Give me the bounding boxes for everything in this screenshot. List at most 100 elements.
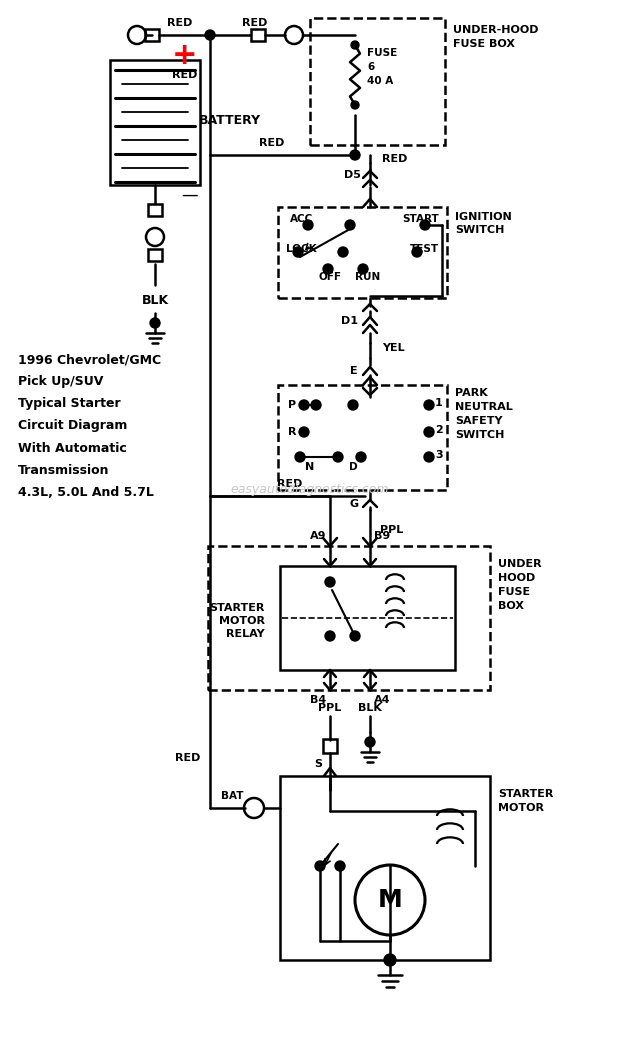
Text: R: R bbox=[288, 427, 296, 437]
Bar bbox=[148, 204, 162, 216]
Text: RUN: RUN bbox=[355, 272, 381, 282]
Text: HOOD: HOOD bbox=[498, 573, 535, 583]
Text: D5: D5 bbox=[344, 170, 360, 180]
Circle shape bbox=[351, 41, 359, 49]
Circle shape bbox=[384, 954, 396, 966]
Circle shape bbox=[350, 631, 360, 641]
Text: RED: RED bbox=[260, 138, 285, 148]
Text: BOX: BOX bbox=[498, 601, 524, 610]
Text: ACC: ACC bbox=[290, 214, 313, 224]
Text: 6: 6 bbox=[367, 62, 375, 72]
Circle shape bbox=[338, 246, 348, 257]
Circle shape bbox=[412, 246, 422, 257]
Circle shape bbox=[150, 318, 160, 328]
Text: Typical Starter: Typical Starter bbox=[18, 397, 121, 411]
Text: 1996 Chevrolet/GMC: 1996 Chevrolet/GMC bbox=[18, 354, 161, 366]
Text: RED: RED bbox=[167, 18, 193, 28]
Text: —: — bbox=[182, 186, 198, 204]
Text: MOTOR: MOTOR bbox=[498, 803, 544, 813]
Text: With Automatic: With Automatic bbox=[18, 442, 127, 454]
Text: START: START bbox=[402, 214, 439, 224]
Circle shape bbox=[293, 246, 303, 257]
Text: Circuit Diagram: Circuit Diagram bbox=[18, 419, 127, 433]
Text: SWITCH: SWITCH bbox=[455, 430, 504, 440]
Text: PARK: PARK bbox=[455, 388, 488, 398]
Circle shape bbox=[205, 30, 215, 40]
Circle shape bbox=[323, 264, 333, 274]
Text: MOTOR: MOTOR bbox=[219, 616, 265, 626]
Text: D1: D1 bbox=[342, 316, 358, 326]
Circle shape bbox=[420, 220, 430, 230]
Circle shape bbox=[351, 101, 359, 109]
Circle shape bbox=[333, 452, 343, 462]
Text: UNDER: UNDER bbox=[498, 560, 541, 569]
Bar bbox=[145, 29, 159, 41]
Circle shape bbox=[311, 400, 321, 410]
Bar bbox=[323, 739, 337, 753]
Text: STARTER: STARTER bbox=[210, 603, 265, 613]
Text: OFF: OFF bbox=[318, 272, 342, 282]
Text: 1: 1 bbox=[435, 398, 443, 408]
Circle shape bbox=[424, 452, 434, 462]
Text: LOCK: LOCK bbox=[286, 244, 316, 254]
Text: BLK: BLK bbox=[358, 703, 382, 713]
Text: UNDER-HOOD: UNDER-HOOD bbox=[453, 25, 538, 35]
Circle shape bbox=[325, 577, 335, 587]
Text: N: N bbox=[305, 462, 315, 472]
Bar bbox=[280, 566, 455, 670]
Text: RED: RED bbox=[382, 154, 407, 164]
Circle shape bbox=[299, 400, 309, 410]
Text: TEST: TEST bbox=[410, 244, 439, 254]
Circle shape bbox=[315, 861, 325, 872]
Text: FUSE BOX: FUSE BOX bbox=[453, 38, 515, 49]
Circle shape bbox=[335, 861, 345, 872]
Text: Pick Up/SUV: Pick Up/SUV bbox=[18, 375, 103, 389]
Circle shape bbox=[325, 631, 335, 641]
Bar bbox=[310, 18, 445, 145]
Bar bbox=[280, 776, 490, 960]
Text: G: G bbox=[349, 499, 358, 509]
Text: B4: B4 bbox=[310, 695, 326, 705]
Text: STARTER: STARTER bbox=[498, 789, 553, 799]
Text: PPL: PPL bbox=[380, 525, 404, 535]
Bar bbox=[251, 29, 265, 41]
Text: A9: A9 bbox=[310, 531, 326, 541]
Text: YEL: YEL bbox=[382, 343, 405, 353]
Text: BAT: BAT bbox=[221, 791, 243, 801]
Text: RED: RED bbox=[172, 70, 198, 80]
Text: D: D bbox=[349, 462, 357, 472]
Text: RELAY: RELAY bbox=[226, 629, 265, 639]
Circle shape bbox=[299, 427, 309, 437]
Circle shape bbox=[358, 264, 368, 274]
Text: FUSE: FUSE bbox=[367, 48, 397, 58]
Circle shape bbox=[424, 427, 434, 437]
Circle shape bbox=[345, 220, 355, 230]
Circle shape bbox=[295, 452, 305, 462]
Text: Transmission: Transmission bbox=[18, 464, 109, 476]
Text: SWITCH: SWITCH bbox=[455, 225, 504, 235]
Circle shape bbox=[348, 400, 358, 410]
Text: SAFETY: SAFETY bbox=[455, 416, 502, 426]
Text: A4: A4 bbox=[374, 695, 391, 705]
Bar bbox=[148, 249, 162, 261]
Text: E: E bbox=[350, 366, 358, 376]
Text: RED: RED bbox=[176, 753, 201, 763]
Text: easyautodiagnostics.com: easyautodiagnostics.com bbox=[231, 484, 389, 496]
Text: 3: 3 bbox=[435, 450, 443, 460]
Text: 4.3L, 5.0L And 5.7L: 4.3L, 5.0L And 5.7L bbox=[18, 486, 154, 498]
Bar bbox=[278, 207, 447, 298]
Text: S: S bbox=[314, 759, 322, 769]
Text: +: + bbox=[172, 41, 198, 70]
Text: P: P bbox=[288, 400, 296, 410]
Text: NEUTRAL: NEUTRAL bbox=[455, 402, 513, 412]
Bar bbox=[278, 385, 447, 490]
Text: M: M bbox=[378, 888, 402, 912]
Circle shape bbox=[350, 150, 360, 160]
Text: 40 A: 40 A bbox=[367, 76, 393, 86]
Circle shape bbox=[303, 220, 313, 230]
Text: PPL: PPL bbox=[318, 703, 342, 713]
Text: FUSE: FUSE bbox=[498, 587, 530, 597]
Text: BATTERY: BATTERY bbox=[199, 113, 261, 127]
Circle shape bbox=[365, 737, 375, 747]
Text: B9: B9 bbox=[374, 531, 390, 541]
